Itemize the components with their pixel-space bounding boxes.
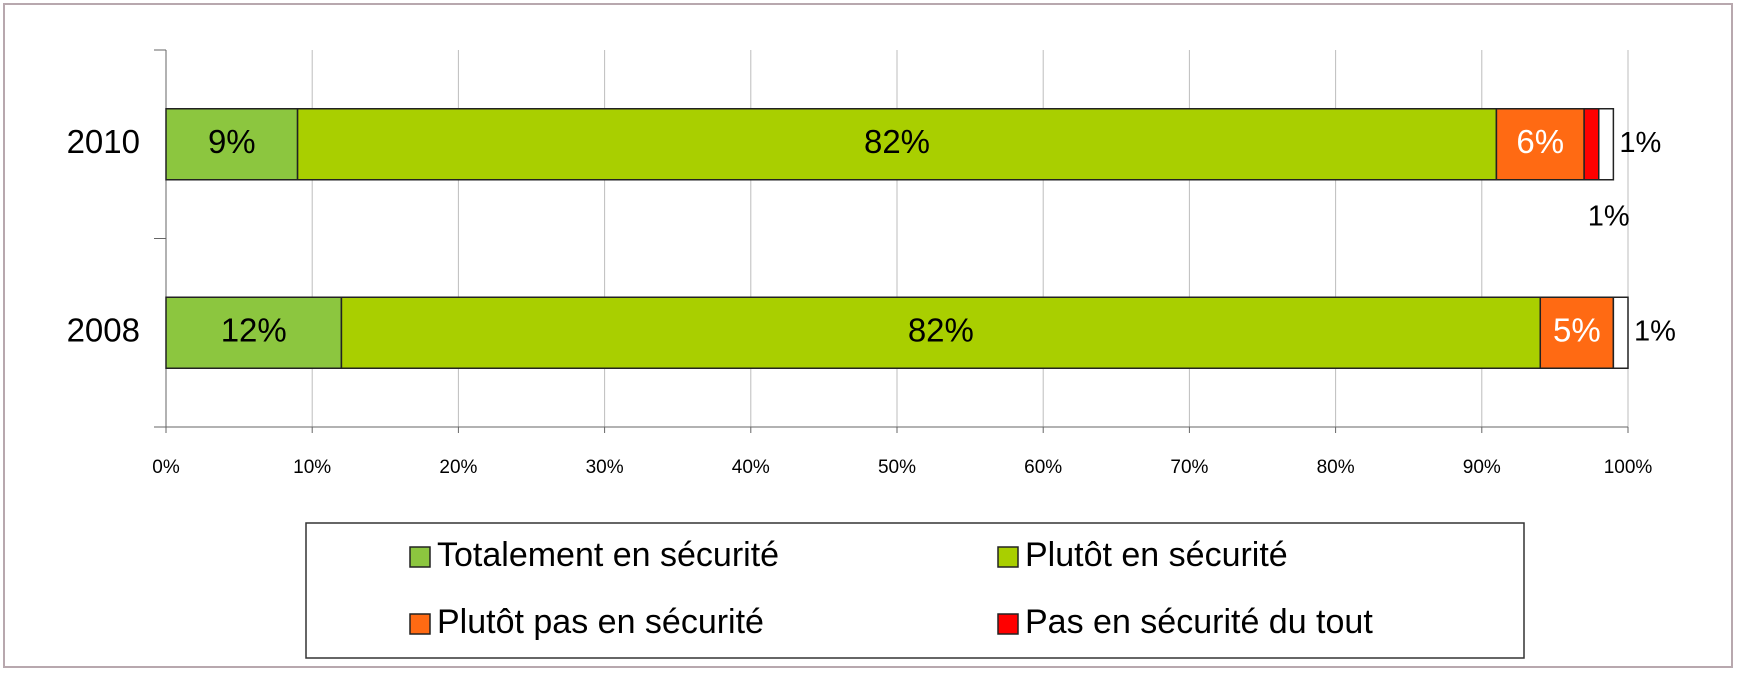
data-label: 1%: [1588, 200, 1630, 232]
bar-segment: [165, 296, 343, 369]
bar-segment: [1583, 108, 1600, 181]
x-tick-label: 0%: [152, 457, 180, 478]
data-label: 6%: [1516, 123, 1564, 160]
x-tick-label: 90%: [1463, 457, 1501, 478]
legend-label: Plutôt pas en sécurité: [437, 603, 764, 641]
data-label: 9%: [208, 123, 256, 160]
data-label: 5%: [1553, 311, 1601, 348]
x-tick-label: 30%: [586, 457, 624, 478]
bar-segment: [296, 108, 1498, 181]
legend-box: [305, 522, 1525, 659]
x-tick-label: 60%: [1024, 457, 1062, 478]
legend-swatch: [997, 546, 1019, 568]
x-tick-label: 40%: [732, 457, 770, 478]
bar-segment: [1539, 296, 1615, 369]
legend-swatch: [409, 613, 431, 635]
x-tick-label: 10%: [293, 457, 331, 478]
data-label: 1%: [1634, 315, 1676, 347]
x-tick-label: 100%: [1604, 457, 1653, 478]
y-tick-label: 2008: [67, 311, 140, 348]
bar-segment: [1598, 108, 1615, 181]
legend-label: Totalement en sécurité: [437, 536, 779, 574]
bar-segment: [340, 296, 1542, 369]
x-tick-label: 80%: [1317, 457, 1355, 478]
data-label: 82%: [864, 123, 930, 160]
data-label: 82%: [908, 311, 974, 348]
legend-label: Pas en sécurité du tout: [1025, 603, 1373, 641]
legend-label: Plutôt en sécurité: [1025, 536, 1288, 574]
bar-segment: [1612, 296, 1629, 369]
x-tick-label: 50%: [878, 457, 916, 478]
data-label: 1%: [1619, 127, 1661, 159]
legend-swatch: [409, 546, 431, 568]
x-tick-label: 20%: [439, 457, 477, 478]
legend-swatch: [997, 613, 1019, 635]
y-tick-label: 2010: [67, 123, 140, 160]
bar-segment: [165, 108, 299, 181]
data-label: 12%: [221, 311, 287, 348]
x-tick-label: 70%: [1170, 457, 1208, 478]
